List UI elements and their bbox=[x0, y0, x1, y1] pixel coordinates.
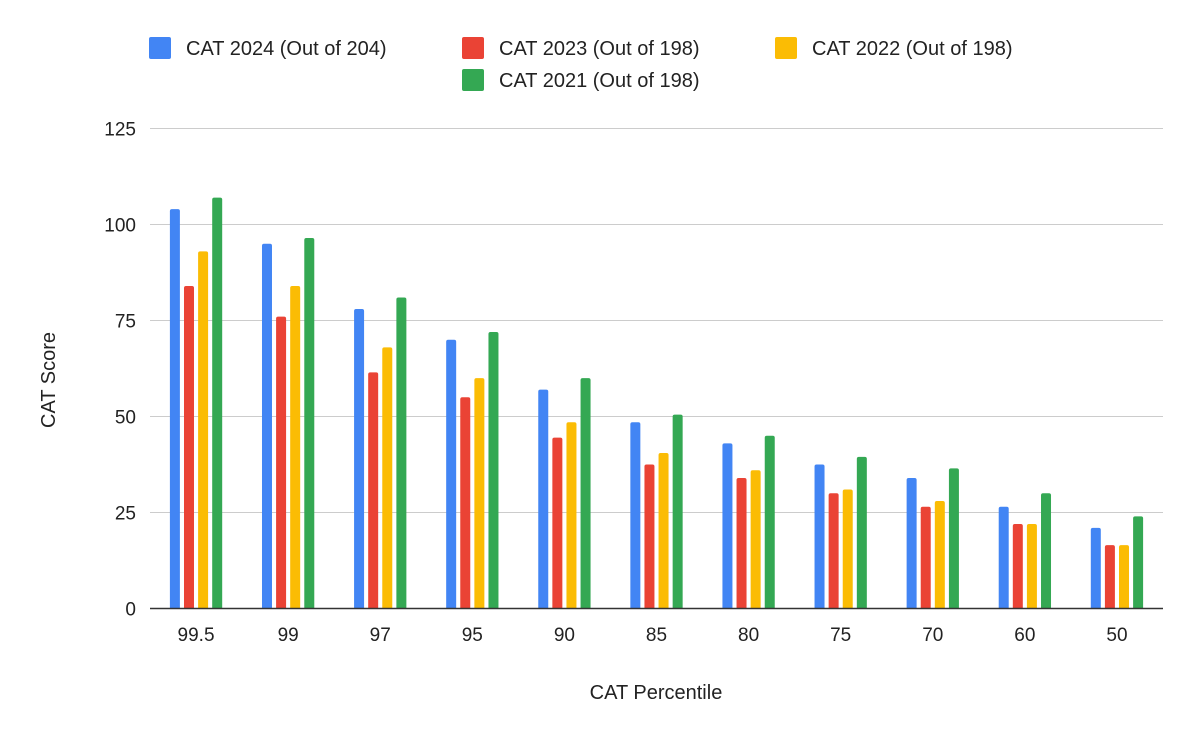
y-tick-label: 100 bbox=[104, 216, 136, 237]
bar bbox=[934, 500, 945, 609]
bar bbox=[1012, 524, 1023, 609]
bar bbox=[1026, 524, 1037, 609]
x-axis-label: CAT Percentile bbox=[590, 682, 723, 704]
bar bbox=[566, 422, 577, 609]
bar bbox=[446, 339, 457, 609]
bar bbox=[552, 437, 563, 609]
legend-label: CAT 2022 (Out of 198) bbox=[812, 38, 1012, 60]
bar bbox=[382, 347, 393, 609]
legend-item: CAT 2022 (Out of 198) bbox=[775, 37, 1012, 60]
x-tick-label: 50 bbox=[1106, 625, 1127, 646]
bar bbox=[261, 243, 272, 609]
bar bbox=[304, 237, 315, 609]
x-tick-label: 70 bbox=[922, 625, 943, 646]
legend-swatch bbox=[775, 37, 797, 59]
legend: CAT 2024 (Out of 204) CAT 2023 (Out of 19… bbox=[149, 37, 1012, 92]
legend-swatch bbox=[462, 69, 484, 91]
bar bbox=[644, 464, 655, 609]
x-tick-label: 60 bbox=[1014, 625, 1035, 646]
bar bbox=[276, 316, 287, 609]
y-tick-label: 75 bbox=[115, 312, 136, 333]
bar bbox=[1090, 527, 1101, 609]
bar bbox=[658, 452, 669, 609]
bar bbox=[764, 435, 775, 609]
y-tick-label: 0 bbox=[125, 600, 136, 621]
bar bbox=[920, 506, 931, 609]
bar bbox=[998, 506, 1009, 609]
y-axis-label: CAT Score bbox=[38, 332, 60, 428]
bar bbox=[842, 489, 853, 609]
legend-item: CAT 2023 (Out of 198) bbox=[462, 37, 699, 60]
x-tick-label: 85 bbox=[646, 625, 667, 646]
legend-item: CAT 2021 (Out of 198) bbox=[462, 69, 699, 92]
bar bbox=[906, 477, 917, 609]
bar bbox=[198, 251, 209, 609]
bar bbox=[814, 464, 825, 609]
gridlines bbox=[150, 128, 1163, 513]
bar bbox=[368, 372, 379, 609]
legend-item: CAT 2024 (Out of 204) bbox=[149, 37, 386, 60]
bar bbox=[630, 422, 641, 609]
y-tick-label: 50 bbox=[115, 408, 136, 429]
x-tick-label: 99 bbox=[278, 625, 299, 646]
bar bbox=[722, 443, 733, 609]
bar bbox=[736, 477, 747, 609]
bar bbox=[672, 414, 683, 609]
bar bbox=[580, 378, 591, 609]
bar bbox=[750, 470, 761, 609]
bar bbox=[948, 468, 959, 609]
x-tick-label: 95 bbox=[462, 625, 483, 646]
legend-swatch bbox=[149, 37, 171, 59]
bar bbox=[538, 389, 549, 609]
legend-label: CAT 2023 (Out of 198) bbox=[499, 38, 699, 60]
bar bbox=[354, 308, 365, 609]
bar bbox=[856, 456, 867, 609]
x-tick-label: 99.5 bbox=[178, 625, 215, 646]
bar bbox=[1104, 545, 1115, 609]
legend-label: CAT 2021 (Out of 198) bbox=[499, 70, 699, 92]
bar bbox=[169, 209, 180, 609]
bar bbox=[212, 197, 223, 609]
y-tick-label: 125 bbox=[104, 120, 136, 141]
x-tick-label: 80 bbox=[738, 625, 759, 646]
bar bbox=[1133, 516, 1144, 609]
bar bbox=[828, 493, 839, 609]
x-tick-label: 97 bbox=[370, 625, 391, 646]
bar bbox=[460, 397, 471, 609]
x-tick-label: 75 bbox=[830, 625, 851, 646]
bar bbox=[1041, 493, 1052, 609]
x-tick-label: 90 bbox=[554, 625, 575, 646]
x-axis-ticks: 99.5 99 97 95 90 85 80 75 70 60 50 bbox=[178, 625, 1128, 646]
bars bbox=[169, 197, 1144, 609]
y-axis-ticks: 0 25 50 75 100 125 bbox=[104, 120, 136, 621]
y-tick-label: 25 bbox=[115, 504, 136, 525]
bar bbox=[474, 378, 485, 609]
bar bbox=[290, 285, 301, 609]
bar bbox=[396, 297, 407, 609]
bar bbox=[183, 285, 194, 609]
bar bbox=[488, 332, 499, 609]
legend-swatch bbox=[462, 37, 484, 59]
bar bbox=[1119, 545, 1130, 609]
legend-label: CAT 2024 (Out of 204) bbox=[186, 38, 386, 60]
